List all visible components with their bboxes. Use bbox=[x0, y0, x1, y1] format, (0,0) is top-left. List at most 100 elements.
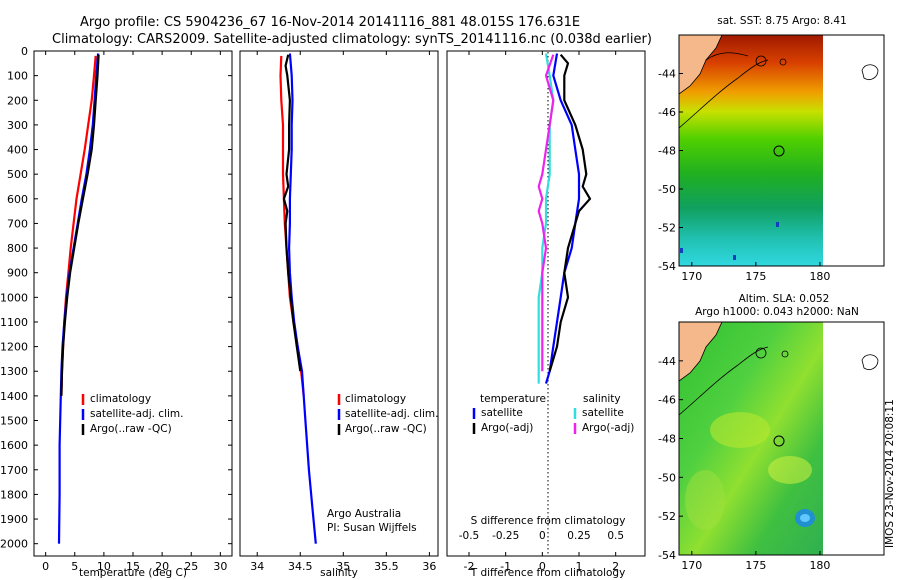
difference-legend: temperature salinity satellite Argo(-adj… bbox=[472, 393, 634, 434]
depth-tick-label: 1100 bbox=[0, 316, 28, 329]
temperature-panel: 0100200300400500600700800900100011001200… bbox=[0, 45, 645, 579]
header-line-2: Climatology: CARS2009. Satellite-adjuste… bbox=[52, 32, 652, 47]
legend-label-climatology: climatology bbox=[345, 393, 406, 405]
s-diff-tick-label: -0.5 bbox=[459, 530, 480, 542]
sst-map-axes: 170 175 180 -44 -46 -48 -50 -52 -54 bbox=[658, 68, 830, 284]
chatham-island-outline bbox=[861, 354, 879, 370]
s-diff-tick-label: 0 bbox=[539, 530, 546, 542]
depth-tick-label: 1900 bbox=[0, 513, 28, 526]
x-tick-label: -1 bbox=[500, 560, 511, 573]
sla-map-title: Altim. SLA: 0.052 bbox=[739, 293, 830, 305]
lon-tick-label: 175 bbox=[745, 559, 766, 572]
sst-cold-speck bbox=[733, 255, 736, 260]
depth-tick-label: 1700 bbox=[0, 464, 28, 477]
depth-tick-label: 1600 bbox=[0, 439, 28, 452]
depth-tick-label: 600 bbox=[7, 193, 28, 206]
imos-timestamp: IMOS 23-Nov-2014 20:08:11 bbox=[884, 399, 896, 548]
difference-plot-frame bbox=[446, 50, 646, 557]
salinity-plot-frame bbox=[239, 50, 439, 557]
depth-tick-label: 200 bbox=[7, 94, 28, 107]
legend-label-t-satellite: satellite bbox=[481, 407, 523, 419]
series-line-t-argo-adj- bbox=[548, 53, 592, 372]
temperature-x-label: temperature (deg C) bbox=[79, 567, 187, 579]
lat-tick-label: -46 bbox=[658, 106, 676, 119]
depth-contour bbox=[679, 346, 769, 416]
lat-tick-label: -50 bbox=[658, 183, 676, 196]
legend-label-argo: Argo(..raw -QC) bbox=[90, 423, 172, 435]
sst-cold-speck bbox=[776, 222, 779, 227]
t-difference-label: T difference from climatology bbox=[470, 567, 626, 579]
lat-tick-label: -46 bbox=[658, 394, 676, 407]
depth-tick-label: 1800 bbox=[0, 488, 28, 501]
difference-x-axis: -2 -1 0 1 2 bbox=[464, 51, 619, 573]
difference-panel: -2 -1 0 1 2 temperature salinity satellite A… bbox=[446, 50, 646, 579]
chatham-island-outline bbox=[861, 64, 879, 80]
lat-tick-label: -54 bbox=[658, 549, 676, 562]
lon-tick-label: 180 bbox=[809, 559, 830, 572]
legend-label-satellite: satellite-adj. clim. bbox=[90, 408, 183, 420]
depth-tick-label: 400 bbox=[7, 144, 28, 157]
series-line-satellite-adj-clim- bbox=[288, 53, 317, 544]
lat-tick-label: -52 bbox=[658, 222, 676, 235]
series-line-argo-raw-qc- bbox=[60, 54, 100, 396]
argo-profile-marker bbox=[773, 435, 785, 447]
depth-contour bbox=[679, 59, 769, 129]
s-difference-tick-labels: -0.5 -0.25 0 0.25 0.5 bbox=[459, 530, 624, 542]
legend-label-s-argo: Argo(-adj) bbox=[582, 422, 634, 434]
seamount-contour bbox=[755, 55, 767, 67]
depth-tick-label: 100 bbox=[7, 70, 28, 83]
depth-tick-label: 0 bbox=[21, 45, 28, 58]
depth-tick-label: 1200 bbox=[0, 341, 28, 354]
series-line-s-argo-adj- bbox=[537, 54, 555, 372]
lat-tick-label: -44 bbox=[658, 355, 676, 368]
x-tick-label: 15 bbox=[126, 560, 140, 573]
seamount-contour bbox=[755, 347, 767, 359]
legend-label-s-satellite: satellite bbox=[582, 407, 624, 419]
x-tick-label: -2 bbox=[464, 560, 475, 573]
legend-title-salinity: salinity bbox=[583, 393, 621, 405]
header-line-1: Argo profile: CS 5904236_67 16-Nov-2014 … bbox=[80, 15, 580, 30]
lon-tick-label: 175 bbox=[745, 270, 766, 283]
sla-anomaly-patch bbox=[685, 470, 725, 530]
sst-field bbox=[679, 35, 823, 266]
depth-tick-label: 1300 bbox=[0, 365, 28, 378]
sla-map-axes: 170 175 180 -44 -46 -48 -50 -52 -54 bbox=[658, 355, 830, 572]
lon-tick-label: 170 bbox=[681, 270, 702, 283]
salinity-series bbox=[279, 53, 317, 544]
depth-tick-label: 1000 bbox=[0, 291, 28, 304]
lon-tick-label: 180 bbox=[809, 270, 830, 283]
x-tick-label: 25 bbox=[184, 560, 198, 573]
legend-label-t-argo: Argo(-adj) bbox=[481, 422, 533, 434]
temperature-plot-frame bbox=[33, 50, 233, 557]
depth-tick-label: 700 bbox=[7, 217, 28, 230]
sla-anomaly-patch bbox=[710, 412, 770, 448]
pi-label: PI: Susan Wijffels bbox=[327, 522, 417, 534]
lat-tick-label: -54 bbox=[658, 260, 676, 273]
temperature-x-axis: 0 5 10 15 20 25 30 bbox=[42, 51, 227, 573]
salinity-legend: climatology satellite-adj. clim. Argo(..… bbox=[337, 393, 438, 435]
legend-label-satellite: satellite-adj. clim. bbox=[345, 408, 438, 420]
x-tick-label: 20 bbox=[155, 560, 169, 573]
lon-tick-label: 170 bbox=[681, 559, 702, 572]
x-tick-label: 35 bbox=[336, 560, 350, 573]
sst-cold-speck bbox=[680, 248, 683, 253]
sla-map-panel: Altim. SLA: 0.052 Argo h1000: 0.043 h200… bbox=[658, 293, 885, 572]
depth-tick-label: 1400 bbox=[0, 390, 28, 403]
lat-tick-label: -50 bbox=[658, 471, 676, 484]
x-tick-label: 30 bbox=[213, 560, 227, 573]
x-tick-label: 2 bbox=[612, 560, 619, 573]
depth-tick-label: 2000 bbox=[0, 538, 28, 551]
legend-label-climatology: climatology bbox=[90, 393, 151, 405]
sst-map-panel: sat. SST: 8.75 Argo: 8.41 170 175 180 -44 -4… bbox=[658, 15, 885, 284]
s-diff-tick-label: 0.5 bbox=[607, 530, 624, 542]
lat-tick-label: -48 bbox=[658, 433, 676, 446]
seamount-contour bbox=[779, 58, 787, 66]
x-tick-label: 10 bbox=[97, 560, 111, 573]
s-diff-tick-label: 0.25 bbox=[567, 530, 590, 542]
depth-tick-label: 500 bbox=[7, 168, 28, 181]
temperature-legend: climatology satellite-adj. clim. Argo(..… bbox=[81, 393, 183, 435]
x-tick-label: 5 bbox=[71, 560, 78, 573]
sla-low-spot bbox=[800, 514, 810, 522]
new-zealand-land bbox=[679, 322, 723, 382]
